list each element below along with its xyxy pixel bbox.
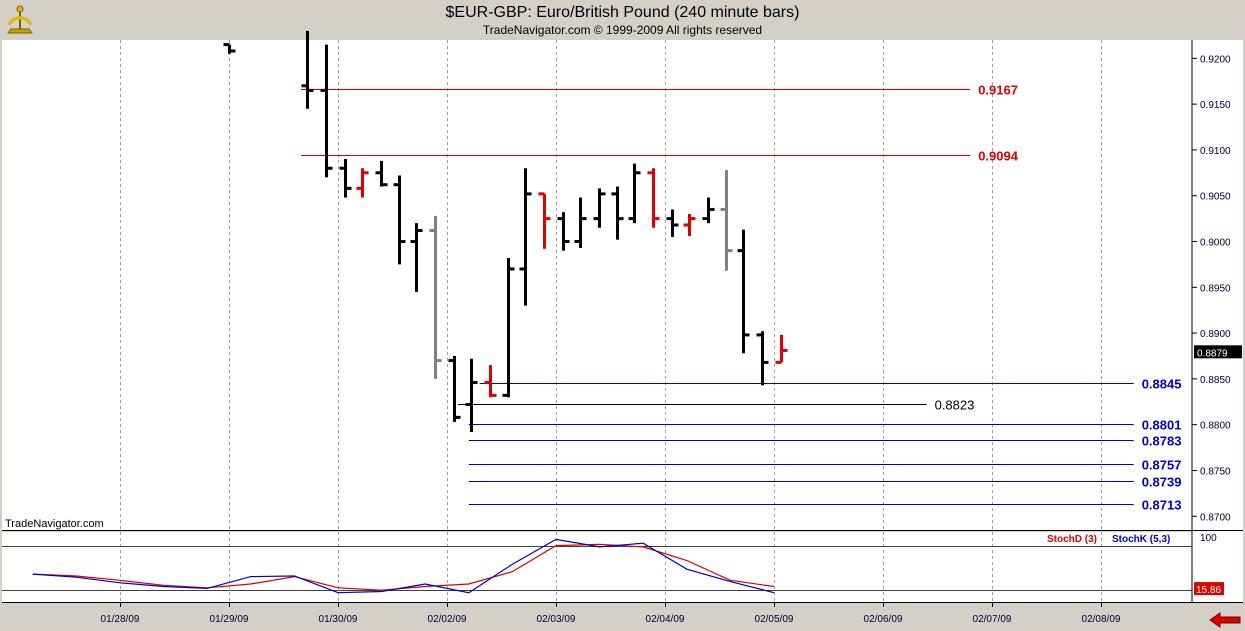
price-bar: [611, 186, 624, 240]
price-bar: [393, 175, 406, 265]
x-tick-label: 02/07/09: [973, 614, 1012, 625]
price-bar: [339, 159, 352, 198]
y-tick-label: 0.9150: [1200, 100, 1231, 111]
level-label: 0.8823: [935, 398, 975, 413]
legend-stochd: StochD (3): [1047, 534, 1097, 545]
sextant-icon: [7, 5, 33, 34]
level-label: 0.8801: [1142, 418, 1182, 433]
price-bar: [775, 334, 788, 364]
price-bar: [519, 168, 532, 306]
price-bar: [666, 209, 679, 237]
price-bar: [756, 331, 769, 386]
stochastic-lines: 100 15.86: [2, 533, 1224, 596]
y-tick-label: 0.8900: [1200, 329, 1231, 340]
price-bars: [223, 30, 788, 432]
price-bar: [375, 160, 388, 187]
stochastic-panel: [2, 532, 1192, 602]
x-tick-label: 02/04/09: [646, 614, 685, 625]
price-axis: 0.9200 0.9150 0.9100 0.9050 0.9000 0.8950 0.89…: [1192, 54, 1242, 523]
price-bar: [301, 30, 314, 109]
price-bar: [702, 197, 715, 224]
last-price-box: [1194, 345, 1242, 359]
date-axis: 01/28/09 01/29/09 01/30/09 02/02/09 02/03/09…: [101, 602, 1121, 625]
y-tick-label: 0.8800: [1200, 421, 1231, 432]
price-bar: [484, 365, 497, 398]
y-tick-label: 0.9200: [1200, 54, 1231, 65]
level-label: 0.8845: [1142, 377, 1182, 392]
level-label: 0.8739: [1142, 475, 1182, 490]
x-tick-label: 02/03/09: [537, 614, 576, 625]
x-tick-label: 02/08/09: [1082, 614, 1121, 625]
price-panel: [2, 40, 1192, 530]
price-bar: [223, 43, 236, 54]
red-left-arrow-icon[interactable]: [1208, 612, 1242, 628]
price-bar: [320, 44, 333, 178]
price-bar: [410, 223, 423, 292]
y-tick-label: 0.8950: [1200, 283, 1231, 294]
y-tick-label: 0.8850: [1200, 375, 1231, 386]
watermark: TradeNavigator.com: [5, 518, 104, 530]
stoch-tick-label: 100: [1200, 533, 1217, 544]
level-label: 0.8713: [1142, 498, 1182, 513]
copyright-text: TradeNavigator.com © 1999-2009 All right…: [482, 23, 763, 37]
price-bar: [647, 168, 660, 228]
chart-title: $EUR-GBP: Euro/British Pound (240 minute…: [445, 4, 800, 21]
level-label: 0.9094: [978, 149, 1019, 164]
price-bar: [448, 355, 461, 422]
legend-stochk: StochK (5,3): [1112, 534, 1170, 545]
x-tick-label: 01/29/09: [210, 614, 249, 625]
x-tick-label: 01/28/09: [101, 614, 140, 625]
price-bar: [683, 214, 696, 236]
price-bar: [538, 192, 551, 249]
price-bar: [737, 229, 750, 354]
stoch-line: [32, 538, 775, 594]
y-axis-area: [1192, 40, 1243, 602]
last-price-label: 0.8879: [1197, 348, 1228, 359]
y-tick-label: 0.9050: [1200, 192, 1231, 203]
y-tick-label: 0.8750: [1200, 466, 1231, 477]
level-label: 0.9167: [978, 83, 1018, 98]
y-tick-label: 0.9000: [1200, 237, 1231, 248]
price-bar: [720, 170, 733, 271]
price-bar: [465, 358, 478, 432]
stoch-last-box: [1194, 582, 1224, 596]
price-bar: [593, 188, 606, 228]
x-tick-label: 01/30/09: [319, 614, 358, 625]
price-bar: [502, 257, 515, 398]
y-tick-label: 0.9100: [1200, 146, 1231, 157]
level-label: 0.8757: [1142, 458, 1182, 473]
stoch-last-label: 15.86: [1196, 585, 1221, 596]
price-bar: [429, 215, 442, 379]
grid-lines: [120, 40, 1102, 602]
price-bar: [628, 163, 641, 224]
y-tick-label: 0.8700: [1200, 512, 1231, 523]
level-label: 0.8783: [1142, 434, 1182, 449]
chart-header: $EUR-GBP: Euro/British Pound (240 minute…: [0, 0, 1245, 40]
price-bar: [574, 197, 587, 248]
x-tick-label: 02/06/09: [864, 614, 903, 625]
x-tick-label: 02/02/09: [428, 614, 467, 625]
x-tick-label: 02/05/09: [755, 614, 794, 625]
price-bar: [356, 168, 369, 198]
price-bar: [557, 212, 570, 251]
